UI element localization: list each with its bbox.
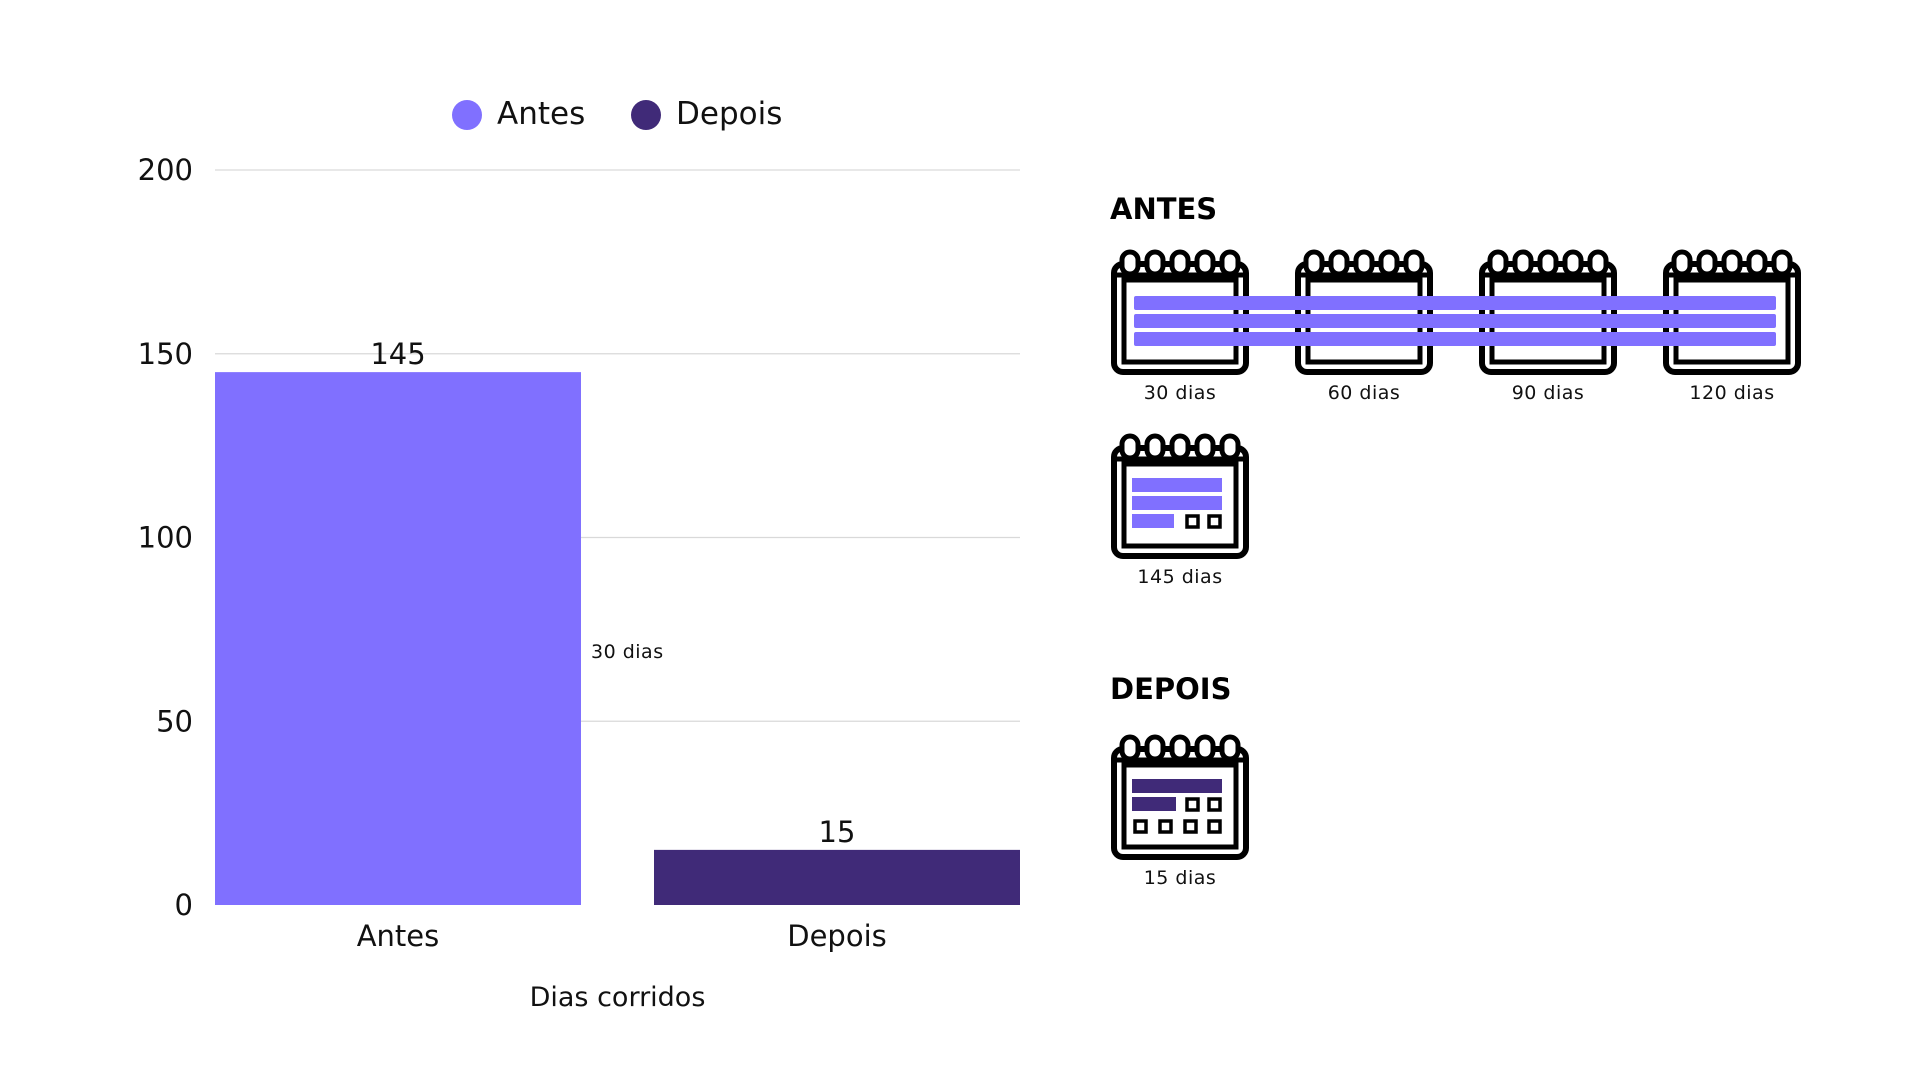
- calendar-label: 90 dias: [1511, 382, 1585, 404]
- legend-marker: [452, 100, 482, 130]
- x-category-label: Depois: [787, 919, 887, 953]
- y-axis-ticks: 0 50 100 150 200: [138, 153, 193, 922]
- calendar-label: 15 dias: [1143, 867, 1217, 889]
- x-category-label: Antes: [357, 919, 440, 953]
- bar-data-labels: 145 15: [370, 337, 855, 849]
- calendar-icon: 90 dias: [1478, 248, 1618, 404]
- calendar-icon: 30 dias: [1110, 248, 1250, 404]
- antes-section-title: ANTES: [1110, 192, 1218, 226]
- calendar-label: 60 dias: [1327, 382, 1401, 404]
- calendar-icon: 120 dias: [1662, 248, 1802, 404]
- calendar-icon: 145 dias: [1110, 432, 1250, 588]
- x-axis-categories: Antes Depois: [357, 919, 887, 953]
- y-tick-label: 200: [138, 153, 193, 187]
- calendar-icon: 60 dias: [1294, 248, 1434, 404]
- bar-value-label: 15: [819, 815, 856, 849]
- calendar-label: 120 dias: [1689, 382, 1775, 404]
- bar-antes: [215, 372, 581, 905]
- bar-depois: [654, 849, 1020, 905]
- legend: Antes Depois: [452, 96, 782, 132]
- y-tick-label: 150: [138, 337, 193, 371]
- inline-annotation: 30 dias: [591, 641, 664, 663]
- legend-marker: [631, 100, 661, 130]
- y-tick-label: 0: [175, 888, 193, 922]
- y-tick-label: 100: [138, 521, 193, 555]
- calendar-label: 30 dias: [1143, 382, 1217, 404]
- calendar-icon: 15 dias: [1110, 733, 1250, 889]
- legend-label: Depois: [676, 96, 782, 132]
- depois-section-title: DEPOIS: [1110, 672, 1232, 706]
- calendar-label: 145 dias: [1137, 566, 1223, 588]
- x-axis-title: Dias corridos: [530, 982, 706, 1013]
- y-tick-label: 50: [156, 704, 193, 738]
- bar-value-label: 145: [370, 337, 425, 371]
- legend-label: Antes: [497, 96, 585, 132]
- bars: [215, 372, 1020, 905]
